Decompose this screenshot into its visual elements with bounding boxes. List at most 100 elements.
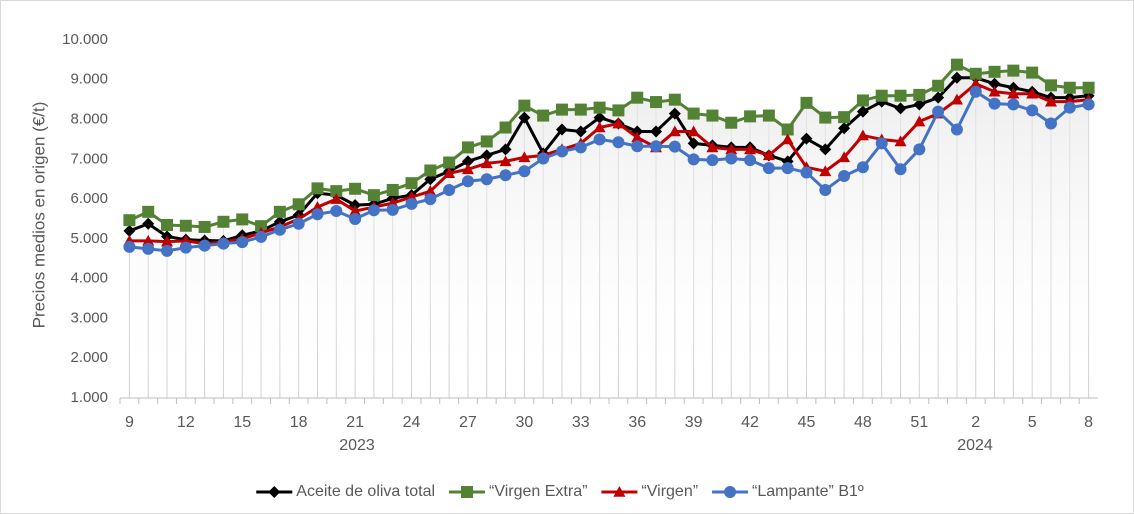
marker [123, 224, 136, 237]
marker [443, 167, 456, 179]
marker [819, 111, 832, 124]
marker [800, 166, 813, 179]
x-tick-label: 24 [403, 414, 421, 431]
marker [574, 141, 587, 154]
x-tick-label: 8 [1084, 414, 1093, 431]
marker [518, 151, 531, 163]
marker [405, 197, 418, 210]
marker [424, 164, 437, 177]
marker [631, 140, 644, 153]
marker [969, 67, 982, 80]
marker [894, 102, 907, 115]
marker [1007, 98, 1020, 111]
marker [650, 140, 663, 153]
marker [725, 152, 738, 165]
marker [762, 109, 775, 122]
marker [988, 85, 1001, 97]
marker [950, 58, 963, 71]
marker [443, 156, 456, 169]
marker [800, 132, 813, 145]
marker [724, 486, 737, 498]
marker [725, 143, 738, 155]
marker [1007, 87, 1020, 99]
marker [480, 173, 493, 186]
marker [123, 240, 136, 253]
marker [179, 219, 192, 232]
x-tick-label: 9 [125, 414, 134, 431]
x-tick-label: 18 [290, 414, 308, 431]
legend-label: “Virgen Extra” [489, 483, 587, 500]
marker [217, 237, 230, 250]
marker [461, 175, 474, 188]
marker [631, 131, 644, 143]
marker [255, 230, 268, 243]
marker [593, 111, 606, 124]
marker [273, 223, 286, 236]
marker [499, 155, 512, 167]
marker [142, 234, 155, 246]
marker [268, 486, 281, 498]
marker [932, 105, 945, 118]
marker [330, 205, 343, 218]
marker [574, 125, 587, 138]
marker [687, 137, 700, 150]
marker [950, 123, 963, 136]
x-tick-label: 30 [515, 414, 533, 431]
marker [856, 161, 869, 174]
marker [819, 143, 832, 156]
x-tick-label: 2 [971, 414, 980, 431]
series-line [129, 82, 1089, 246]
marker [1007, 64, 1020, 77]
marker [650, 125, 663, 138]
marker [273, 205, 286, 218]
y-tick-label: 3.000 [70, 309, 108, 326]
marker [518, 111, 531, 124]
marker [198, 239, 211, 252]
marker [292, 198, 305, 211]
marker [123, 214, 136, 227]
marker [161, 235, 174, 247]
marker [838, 122, 851, 135]
marker [969, 77, 982, 89]
marker [800, 96, 813, 109]
y-tick-label: 8.000 [70, 111, 108, 128]
legend-label: “Lampante” B1º [752, 483, 864, 500]
marker [668, 140, 681, 153]
marker [593, 133, 606, 146]
x-tick-label: 27 [459, 414, 477, 431]
marker [518, 99, 531, 112]
marker [706, 109, 719, 122]
marker [838, 151, 851, 163]
marker [1082, 81, 1095, 94]
x-tick-label: 15 [233, 414, 251, 431]
marker [913, 115, 926, 127]
marker [443, 183, 456, 196]
marker [950, 93, 963, 105]
marker [142, 242, 155, 255]
y-axis-title: Precios medios en origen (€/t) [29, 102, 48, 329]
legend-label: “Virgen” [641, 483, 698, 500]
marker [499, 143, 512, 156]
marker [330, 193, 343, 204]
marker [499, 121, 512, 134]
marker [613, 486, 626, 497]
marker [706, 154, 719, 167]
marker [461, 163, 474, 175]
marker [687, 107, 700, 120]
marker [1044, 117, 1057, 130]
y-tick-label: 1.000 [70, 389, 108, 406]
marker [311, 182, 324, 195]
marker [555, 103, 568, 116]
marker [725, 116, 738, 129]
marker [894, 163, 907, 176]
marker [781, 162, 794, 175]
marker [574, 103, 587, 116]
marker [913, 143, 926, 156]
marker [894, 135, 907, 147]
marker [988, 77, 1001, 90]
marker [480, 157, 493, 169]
marker [875, 137, 888, 150]
x-tick-label: 48 [854, 414, 872, 431]
